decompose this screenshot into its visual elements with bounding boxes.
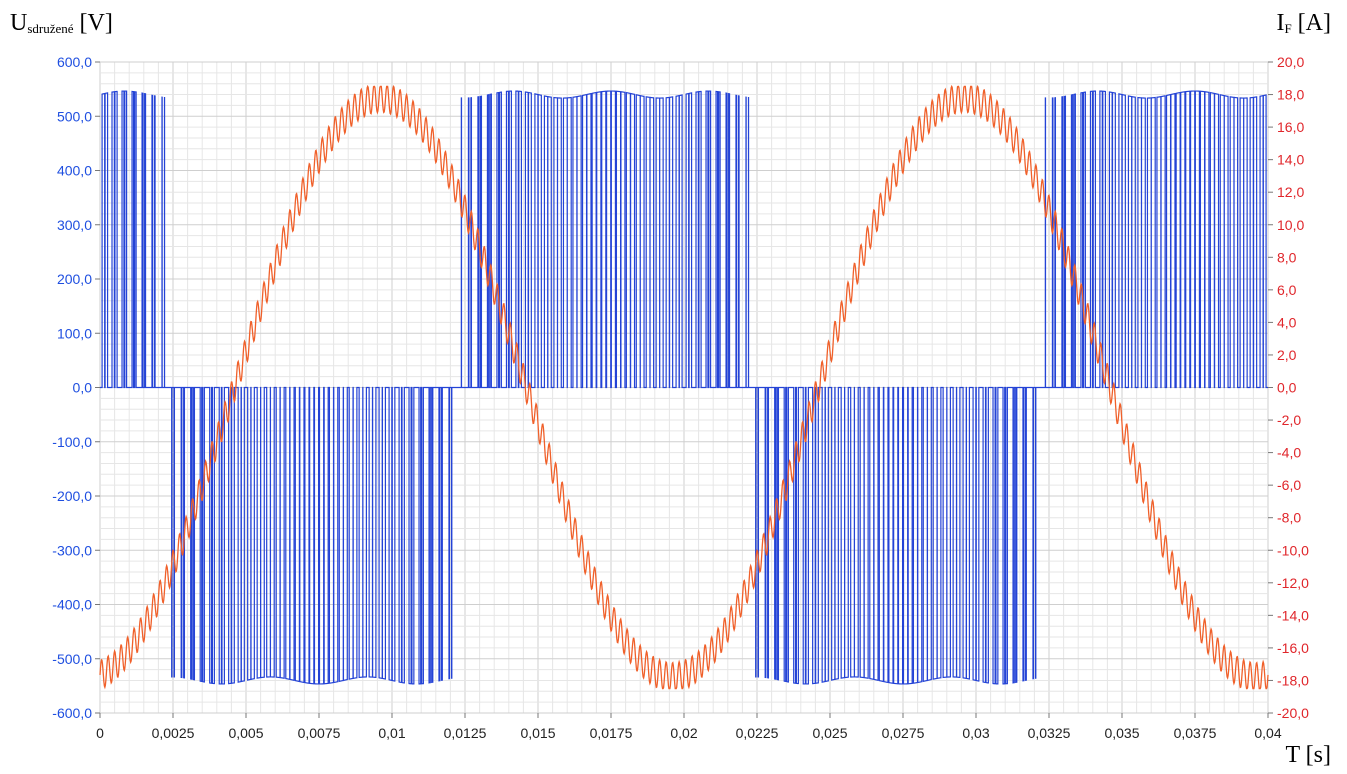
y-left-tick-label: 300,0	[57, 217, 92, 233]
y-right-tick-label: -18,0	[1277, 672, 1309, 688]
y-left-tick-label: 500,0	[57, 108, 92, 124]
x-tick-label: 0	[96, 725, 104, 741]
x-tick-label: 0,03	[962, 725, 989, 741]
x-tick-label: 0,0075	[298, 725, 341, 741]
y-left-tick-label: -600,0	[52, 705, 92, 721]
y-right-tick-label: 18,0	[1277, 87, 1304, 103]
y-right-tick-label: -6,0	[1277, 477, 1301, 493]
x-tick-label: 0,01	[378, 725, 405, 741]
y-left-tick-label: 600,0	[57, 54, 92, 70]
x-tick-label: 0,02	[670, 725, 697, 741]
x-axis-title: T [s]	[1285, 742, 1331, 768]
y-right-tick-label: 4,0	[1277, 314, 1297, 330]
x-tick-label: 0,0225	[736, 725, 779, 741]
y-right-axis-title: IF [A]	[1276, 10, 1331, 36]
y-right-tick-label: -20,0	[1277, 705, 1309, 721]
y-right-tick-label: -2,0	[1277, 412, 1301, 428]
y-right-tick-label: -14,0	[1277, 607, 1309, 623]
y-left-tick-label: -200,0	[52, 488, 92, 504]
y-left-tick-label: 0,0	[73, 380, 93, 396]
y-right-tick-label: 12,0	[1277, 184, 1304, 200]
y-right-tick-label: 0,0	[1277, 380, 1297, 396]
y-right-tick-label: 16,0	[1277, 119, 1304, 135]
y-left-axis-ticks: 600,0 500,0 400,0 300,0 200,0 100,0 0,0 -100,0 -…	[52, 54, 100, 721]
y-right-tick-label: 20,0	[1277, 54, 1304, 70]
y-left-axis-title: Usdružené [V]	[10, 10, 113, 36]
x-axis-ticks: 0 0,0025 0,005 0,0075 0,01 0,0125 0,015 0,0175 0…	[96, 713, 1282, 741]
x-tick-label: 0,0175	[590, 725, 633, 741]
y-left-tick-label: 100,0	[57, 325, 92, 341]
y-right-tick-label: -12,0	[1277, 575, 1309, 591]
y-left-tick-label: -300,0	[52, 542, 92, 558]
y-right-tick-label: 8,0	[1277, 249, 1297, 265]
y-right-axis-ticks: 20,0 18,0 16,0 14,0 12,0 10,0 8,0 6,0 4,0 2,0 0,0 -…	[1268, 54, 1309, 721]
y-right-tick-label: -4,0	[1277, 445, 1301, 461]
y-left-tick-label: -500,0	[52, 651, 92, 667]
y-right-tick-label: 14,0	[1277, 152, 1304, 168]
y-right-tick-label: -10,0	[1277, 542, 1309, 558]
x-tick-label: 0,025	[812, 725, 847, 741]
x-tick-label: 0,0375	[1174, 725, 1217, 741]
y-right-tick-label: 6,0	[1277, 282, 1297, 298]
y-left-tick-label: -400,0	[52, 597, 92, 613]
series-current-line	[99, 84, 1269, 690]
y-left-tick-label: 400,0	[57, 163, 92, 179]
x-tick-label: 0,04	[1254, 725, 1281, 741]
y-right-tick-label: -8,0	[1277, 510, 1301, 526]
x-tick-label: 0,0275	[882, 725, 925, 741]
x-tick-label: 0,0125	[444, 725, 487, 741]
y-right-tick-label: 2,0	[1277, 347, 1297, 363]
x-tick-label: 0,0325	[1028, 725, 1071, 741]
y-right-tick-label: 10,0	[1277, 217, 1304, 233]
series-voltage-line	[100, 90, 1268, 685]
y-left-tick-label: 200,0	[57, 271, 92, 287]
x-tick-label: 0,0025	[152, 725, 195, 741]
y-left-tick-label: -100,0	[52, 434, 92, 450]
x-tick-label: 0,015	[520, 725, 555, 741]
x-tick-label: 0,005	[228, 725, 263, 741]
y-right-tick-label: -16,0	[1277, 640, 1309, 656]
x-tick-label: 0,035	[1104, 725, 1139, 741]
